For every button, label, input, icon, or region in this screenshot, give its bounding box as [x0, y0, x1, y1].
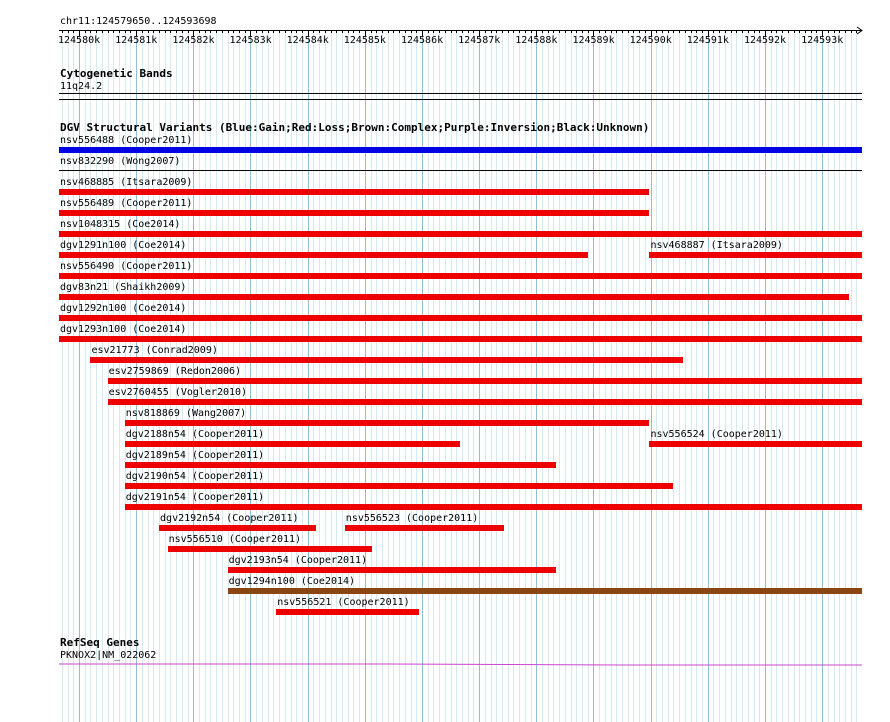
dgv-feature-label[interactable]: nsv1048315 (Coe2014) [60, 219, 181, 230]
refseq-gene-model[interactable] [59, 658, 862, 670]
dgv-feature-label[interactable]: nsv556488 (Cooper2011) [60, 135, 193, 146]
dgv-feature-label[interactable]: nsv556524 (Cooper2011) [650, 429, 783, 440]
dgv-feature-label[interactable]: nsv556490 (Cooper2011) [60, 261, 193, 272]
dgv-feature-label[interactable]: dgv83n21 (Shaikh2009) [60, 282, 187, 293]
dgv-feature-bar[interactable] [227, 567, 556, 573]
dgv-feature-bar[interactable] [59, 315, 862, 321]
gene-line [59, 663, 862, 666]
dgv-feature-bar[interactable] [59, 170, 862, 171]
dgv-feature-label[interactable]: nsv556521 (Cooper2011) [277, 597, 410, 608]
dgv-feature-label[interactable]: esv21773 (Conrad2009) [91, 345, 218, 356]
dgv-feature-bar[interactable] [159, 525, 317, 531]
dgv-feature-label[interactable]: dgv1294n100 (Coe2014) [228, 576, 356, 587]
location-label: chr11:124579650..124593698 [60, 16, 217, 27]
dgv-track-title[interactable]: DGV Structural Variants (Blue:Gain;Red:L… [60, 121, 650, 134]
dgv-feature-bar[interactable] [124, 504, 862, 510]
dgv-feature-bar[interactable] [649, 252, 862, 258]
dgv-feature-label[interactable]: dgv1292n100 (Coe2014) [60, 303, 187, 314]
dgv-feature-label[interactable]: esv2760455 (Vogler2010) [108, 387, 248, 398]
dgv-feature-bar[interactable] [107, 399, 862, 405]
dgv-feature-bar[interactable] [124, 462, 556, 468]
cytoband-track-title[interactable]: Cytogenetic Bands [60, 67, 173, 80]
dgv-feature-bar[interactable] [124, 420, 649, 426]
dgv-feature-bar[interactable] [59, 252, 589, 258]
ruler-tick-label: 124584k [286, 35, 329, 46]
dgv-feature-bar[interactable] [59, 189, 649, 195]
ruler-tick-label: 124587k [458, 35, 501, 46]
ruler-tick-label: 124590k [629, 35, 672, 46]
ruler-tick-label: 124591k [686, 35, 729, 46]
dgv-feature-label[interactable]: dgv1291n100 (Coe2014) [60, 240, 187, 251]
ruler-arrow [856, 26, 863, 35]
ruler-tick-label: 124588k [515, 35, 558, 46]
dgv-feature-label[interactable]: dgv2192n54 (Cooper2011) [160, 513, 299, 524]
cytoband-line [59, 93, 862, 94]
ruler-tick-label: 124581k [115, 35, 158, 46]
ruler-tick-label: 124582k [172, 35, 215, 46]
dgv-feature-label[interactable]: esv2759869 (Redon2006) [108, 366, 242, 377]
dgv-feature-label[interactable]: nsv468887 (Itsara2009) [650, 240, 783, 251]
dgv-feature-label[interactable]: nsv468885 (Itsara2009) [60, 177, 193, 188]
dgv-feature-label[interactable]: nsv556523 (Cooper2011) [345, 513, 479, 524]
dgv-feature-bar[interactable] [59, 294, 849, 300]
dgv-feature-bar[interactable] [276, 609, 420, 615]
dgv-feature-label[interactable]: dgv2188n54 (Cooper2011) [125, 429, 265, 440]
refseq-gene-label[interactable]: PKNOX2|NM_022062 [60, 650, 157, 661]
ruler-tick-label: 124592k [743, 35, 787, 46]
dgv-feature-bar[interactable] [59, 231, 862, 237]
ruler-tick-label: 124589k [572, 35, 615, 46]
dgv-feature-label[interactable]: dgv2190n54 (Cooper2011) [125, 471, 265, 482]
cytoband-label[interactable]: 11q24.2 [60, 81, 103, 92]
dgv-feature-bar[interactable] [344, 525, 505, 531]
dgv-feature-bar[interactable] [167, 546, 373, 552]
dgv-feature-label[interactable]: dgv2193n54 (Cooper2011) [228, 555, 368, 566]
ruler-tick-label: 124583k [229, 35, 272, 46]
ruler-tick-label: 124580k [58, 35, 101, 46]
dgv-feature-bar[interactable] [59, 336, 862, 342]
dgv-feature-bar[interactable] [124, 483, 674, 489]
refseq-track-title[interactable]: RefSeq Genes [60, 636, 140, 649]
dgv-feature-label[interactable]: dgv2191n54 (Cooper2011) [125, 492, 265, 503]
dgv-feature-label[interactable]: dgv2189n54 (Cooper2011) [125, 450, 265, 461]
dgv-feature-bar[interactable] [59, 147, 862, 153]
ruler-tick-label: 124586k [400, 35, 444, 46]
dgv-feature-label[interactable]: nsv556510 (Cooper2011) [168, 534, 302, 545]
dgv-feature-label[interactable]: dgv1293n100 (Coe2014) [60, 324, 187, 335]
dgv-feature-bar[interactable] [59, 273, 862, 279]
dgv-feature-label[interactable]: nsv818869 (Wang2007) [125, 408, 247, 419]
ruler-tick-label: 124593k [801, 35, 844, 46]
dgv-feature-bar[interactable] [59, 210, 649, 216]
dgv-feature-bar[interactable] [649, 441, 862, 447]
ruler-tick-label: 124585k [343, 35, 386, 46]
dgv-feature-bar[interactable] [107, 378, 862, 384]
dgv-feature-bar[interactable] [124, 441, 461, 447]
dgv-feature-label[interactable]: nsv832290 (Wong2007) [60, 156, 181, 167]
dgv-feature-bar[interactable] [227, 588, 862, 594]
cytoband-line [59, 99, 862, 100]
dgv-feature-label[interactable]: nsv556489 (Cooper2011) [60, 198, 193, 209]
dgv-feature-bar[interactable] [90, 357, 684, 363]
